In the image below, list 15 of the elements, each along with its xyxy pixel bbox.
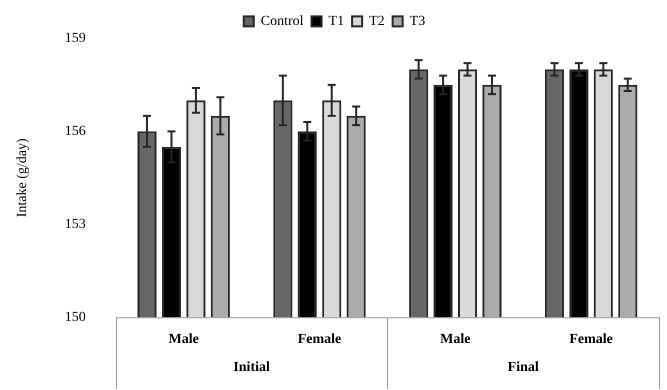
y-tick-label: 150 [64,310,86,325]
x-tick-label: Female [298,332,342,348]
x-tick-label: Female [569,332,613,348]
legend-label: T3 [410,14,426,30]
text: Initial [233,360,270,375]
y-tick-label: 153 [64,216,86,232]
legend-label: T2 [369,14,385,30]
text: Final [508,360,539,375]
x-tick-label: Male [168,332,199,348]
x-tick-label: Male [440,332,470,348]
y-tick-label: 156 [64,124,86,140]
legend-label: Control [260,14,304,30]
y-tick-label: 159 [64,31,86,46]
legend-label: T1 [328,14,344,30]
y-axis-title: Intake (g/day) [15,138,30,218]
